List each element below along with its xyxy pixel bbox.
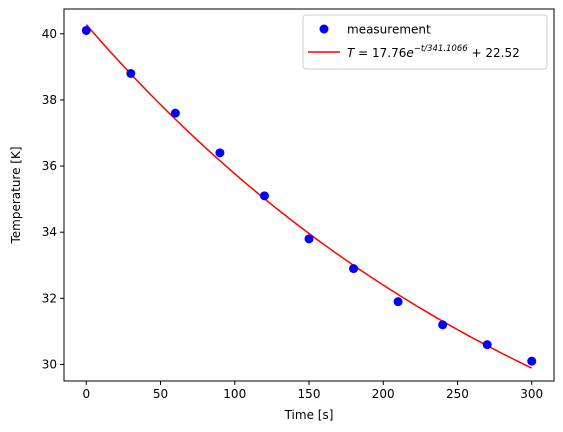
measurement-points — [81, 25, 537, 366]
y-ticks: 30 32 34 36 38 40 — [42, 27, 64, 371]
x-tick-label: 50 — [153, 387, 168, 401]
plot-frame — [63, 8, 555, 382]
legend-fit-prefix: T — [347, 46, 356, 60]
legend-label-measurement: measurement — [347, 23, 431, 37]
x-tick-label: 250 — [446, 387, 469, 401]
measurement-point — [304, 234, 314, 244]
x-tick-label: 200 — [372, 387, 395, 401]
measurement-point — [259, 191, 269, 201]
legend-box — [302, 14, 548, 70]
y-tick-label: 34 — [42, 225, 57, 239]
x-axis-label: Time [s] — [284, 408, 334, 422]
measurement-point — [527, 356, 537, 366]
legend-label-fit: T = 17.76e−t/341.1066 + 22.52 — [347, 44, 520, 60]
measurement-point — [349, 264, 359, 274]
y-axis-label: Temperature [K] — [9, 146, 23, 244]
y-tick-label: 30 — [42, 357, 57, 371]
y-tick-label: 36 — [42, 159, 57, 173]
y-tick-label: 40 — [42, 27, 57, 41]
x-tick-label: 300 — [520, 387, 543, 401]
x-tick-label: 100 — [223, 387, 246, 401]
measurement-point — [126, 68, 136, 78]
fit-curve — [85, 24, 533, 369]
x-tick-label: 0 — [82, 387, 90, 401]
measurement-point — [393, 297, 403, 307]
measurement-point — [170, 108, 180, 118]
x-tick-label: 150 — [298, 387, 321, 401]
measurement-point — [215, 148, 225, 158]
y-tick-label: 32 — [42, 291, 57, 305]
x-ticks: 0 50 100 150 200 250 300 — [82, 381, 543, 401]
legend: measurement T = 17.76e−t/341.1066 + 22.5… — [302, 14, 548, 70]
legend-fit-tail: + 22.52 — [468, 46, 520, 60]
measurement-point — [81, 25, 91, 35]
legend-fit-base: e — [406, 46, 413, 60]
y-tick-label: 38 — [42, 93, 57, 107]
legend-fit-eq: = 17.76 — [354, 46, 406, 60]
measurement-point — [482, 340, 492, 350]
legend-fit-exponent: −t/341.1066 — [414, 44, 468, 54]
measurement-point — [438, 320, 448, 330]
legend-marker-measurement — [319, 24, 329, 34]
